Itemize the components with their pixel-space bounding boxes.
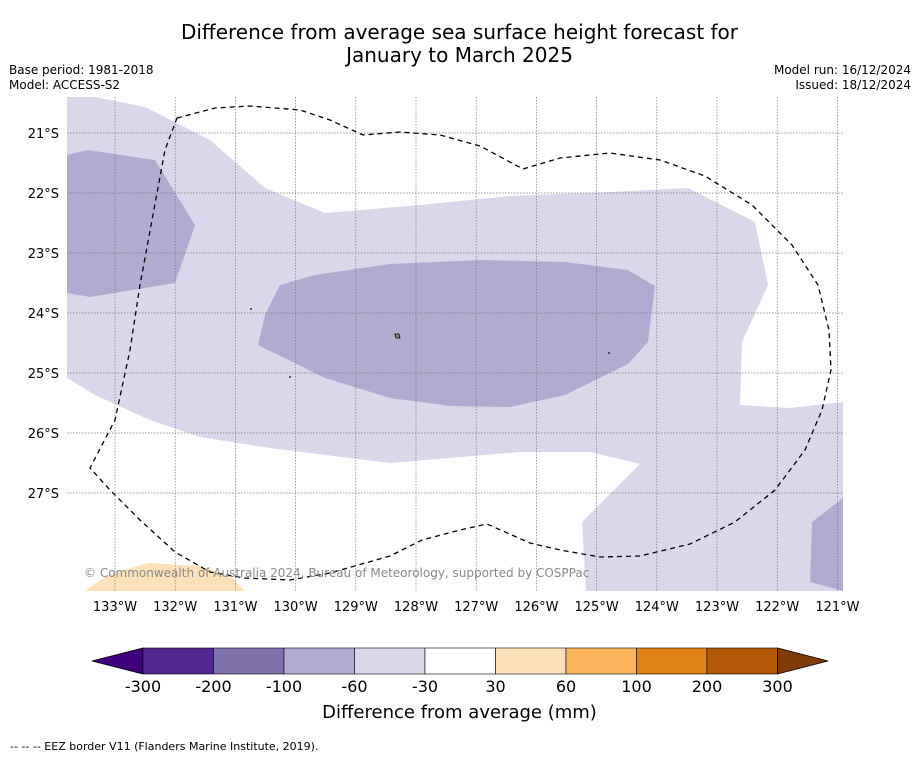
copyright-notice: © Commonwealth of Australia 2024, Bureau… <box>84 566 590 580</box>
colorbar-extend-low <box>91 647 144 675</box>
anomaly-region-minus60-minus100-central <box>258 260 655 407</box>
map-title-line-2: January to March 2025 <box>346 43 573 67</box>
longitude-label: 126°W <box>514 600 558 615</box>
colorbar-tick-label: -100 <box>266 677 302 696</box>
latitude-label: 24°S <box>28 307 59 322</box>
colorbar-tick-label: 200 <box>692 677 723 696</box>
longitude-label: 129°W <box>334 600 378 615</box>
colorbar-tick-label: 100 <box>621 677 652 696</box>
colorbar-segment <box>283 647 355 675</box>
colorbar-segment <box>495 647 567 675</box>
longitude-label: 133°W <box>93 600 137 615</box>
map-gridlines <box>67 97 843 591</box>
longitude-label: 125°W <box>575 600 619 615</box>
colorbar-segment <box>706 647 778 675</box>
longitude-label: 131°W <box>213 600 257 615</box>
latitude-label: 25°S <box>28 367 59 382</box>
island-marker <box>608 352 610 354</box>
issued-date: Issued: 18/12/2024 <box>795 78 911 92</box>
colorbar-segment <box>354 647 426 675</box>
anomaly-region-plus30-plus60 <box>85 563 245 591</box>
eez-footnote: -- -- -- EEZ border V11 (Flanders Marine… <box>10 740 319 753</box>
colorbar-tick-labels: -300 -200 -100 -60 -30 30 60 100 200 300 <box>125 677 793 696</box>
colorbar-tick-label: -30 <box>412 677 438 696</box>
model-run: Model run: 16/12/2024 <box>773 63 911 77</box>
colorbar-segment <box>565 647 637 675</box>
colorbar-tick-label: 300 <box>762 677 793 696</box>
longitude-label: 130°W <box>274 600 318 615</box>
longitude-label: 124°W <box>635 600 679 615</box>
longitude-label: 123°W <box>695 600 739 615</box>
base-period: Base period: 1981-2018 <box>9 63 154 77</box>
longitude-label: 121°W <box>815 600 859 615</box>
longitude-label: 122°W <box>755 600 799 615</box>
longitude-label: 132°W <box>153 600 197 615</box>
anomaly-region-minus60-minus100-southeast <box>810 498 843 591</box>
colorbar-tick-label: -200 <box>195 677 231 696</box>
latitude-label: 27°S <box>28 487 59 502</box>
island-marker <box>394 333 401 339</box>
latitude-label: 22°S <box>28 187 59 202</box>
map-plot-area <box>67 97 843 591</box>
longitude-label: 127°W <box>454 600 498 615</box>
colorbar-tick-label: -60 <box>341 677 367 696</box>
latitude-labels: 21°S 22°S 23°S 24°S 25°S 26°S 27°S <box>28 127 59 502</box>
latitude-label: 21°S <box>28 127 59 142</box>
colorbar-tick-label: 30 <box>485 677 505 696</box>
model-name: Model: ACCESS-S2 <box>9 78 121 92</box>
colorbar <box>91 647 829 675</box>
longitude-label: 128°W <box>394 600 438 615</box>
latitude-label: 26°S <box>28 427 59 442</box>
island-marker <box>289 376 291 378</box>
eez-border <box>89 105 832 581</box>
colorbar-tick-label: -300 <box>125 677 161 696</box>
latitude-label: 23°S <box>28 247 59 262</box>
anomaly-region-minus60-minus100-west <box>67 150 195 297</box>
map-title-line-1: Difference from average sea surface heig… <box>180 20 739 44</box>
island-marker <box>250 308 252 310</box>
colorbar-segment <box>424 647 496 675</box>
colorbar-segment <box>636 647 708 675</box>
colorbar-segment <box>213 647 285 675</box>
colorbar-extend-high <box>777 647 829 675</box>
colorbar-tick-label: 60 <box>556 677 576 696</box>
longitude-labels: 133°W 132°W 131°W 130°W 129°W 128°W 127°W 126°W… <box>93 600 860 615</box>
colorbar-segment <box>142 647 214 675</box>
colorbar-title: Difference from average (mm) <box>322 702 597 723</box>
